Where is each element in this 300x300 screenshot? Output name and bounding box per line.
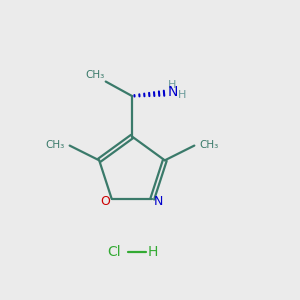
Text: O: O [100,195,110,208]
Text: H: H [148,245,158,259]
Text: CH₃: CH₃ [45,140,64,150]
Text: H: H [167,80,176,91]
Text: Cl: Cl [107,245,121,259]
Text: H: H [178,90,186,100]
Text: CH₃: CH₃ [85,70,104,80]
Text: N: N [154,195,164,208]
Text: CH₃: CH₃ [200,140,219,150]
Text: N: N [168,85,178,99]
